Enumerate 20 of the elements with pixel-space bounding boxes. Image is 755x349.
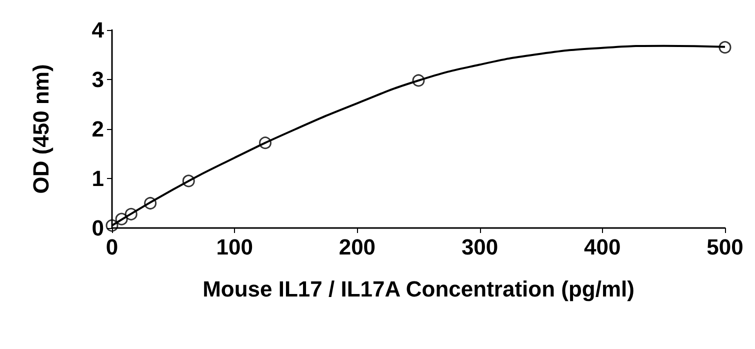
y-tick-label: 0 [92,216,104,240]
x-axis-title: Mouse IL17 / IL17A Concentration (pg/ml) [202,276,634,302]
x-tick-label: 500 [706,234,744,260]
y-tick-label: 1 [92,166,104,191]
point [106,219,118,232]
x-tick-label: 100 [216,234,253,260]
point [182,174,195,188]
point [259,136,272,150]
point [144,197,157,210]
y-tick-label: 2 [92,116,104,142]
y-tick-label: 3 [92,67,104,92]
point [718,41,732,54]
point [115,212,128,226]
point [412,74,425,87]
x-tick-label: 400 [584,234,621,260]
x-tick-label: 300 [461,234,498,260]
y-axis-title: OD (450 nm) [28,64,54,194]
x-tick-label: 200 [338,234,376,260]
y-tick-label: 4 [92,18,105,42]
point [124,208,138,220]
